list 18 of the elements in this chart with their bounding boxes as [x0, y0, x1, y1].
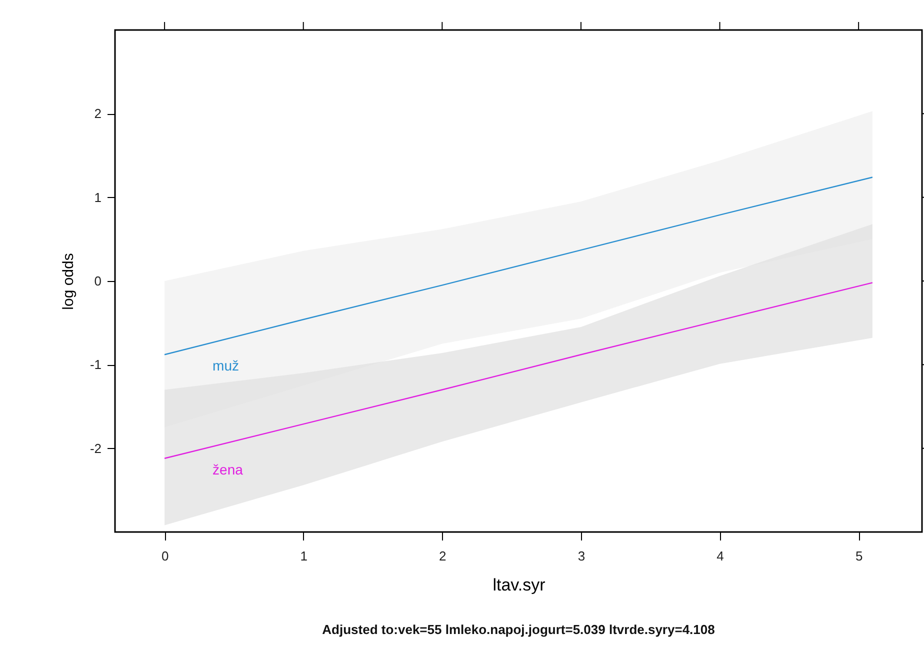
text: Adjusted to:vek=55 lmleko.napoj.jogurt=5.039 ltvrde.syry=4.108: [322, 622, 715, 637]
x-tick-label: 2: [439, 548, 446, 564]
y-tick-label: -2: [90, 440, 102, 456]
line-series: [164, 176, 874, 356]
x-axis-title: ltav.syr: [492, 576, 546, 594]
series-label: žena: [212, 461, 244, 478]
y-tick-label: -1: [90, 357, 102, 372]
x-tick-label: 3: [578, 548, 586, 564]
line-series: [164, 282, 874, 459]
x-tick-label: 1: [300, 548, 308, 564]
y-axis-title: log odds: [60, 253, 77, 310]
y-tick-label: 0: [94, 274, 102, 288]
x-tick-label: 4: [716, 548, 724, 564]
y-tick-label: 2: [94, 106, 102, 122]
y-tick-label: 1: [94, 190, 102, 205]
x-tick-label: 5: [855, 548, 863, 564]
series-label: muž: [212, 358, 240, 374]
x-tick-label: 0: [161, 548, 169, 564]
